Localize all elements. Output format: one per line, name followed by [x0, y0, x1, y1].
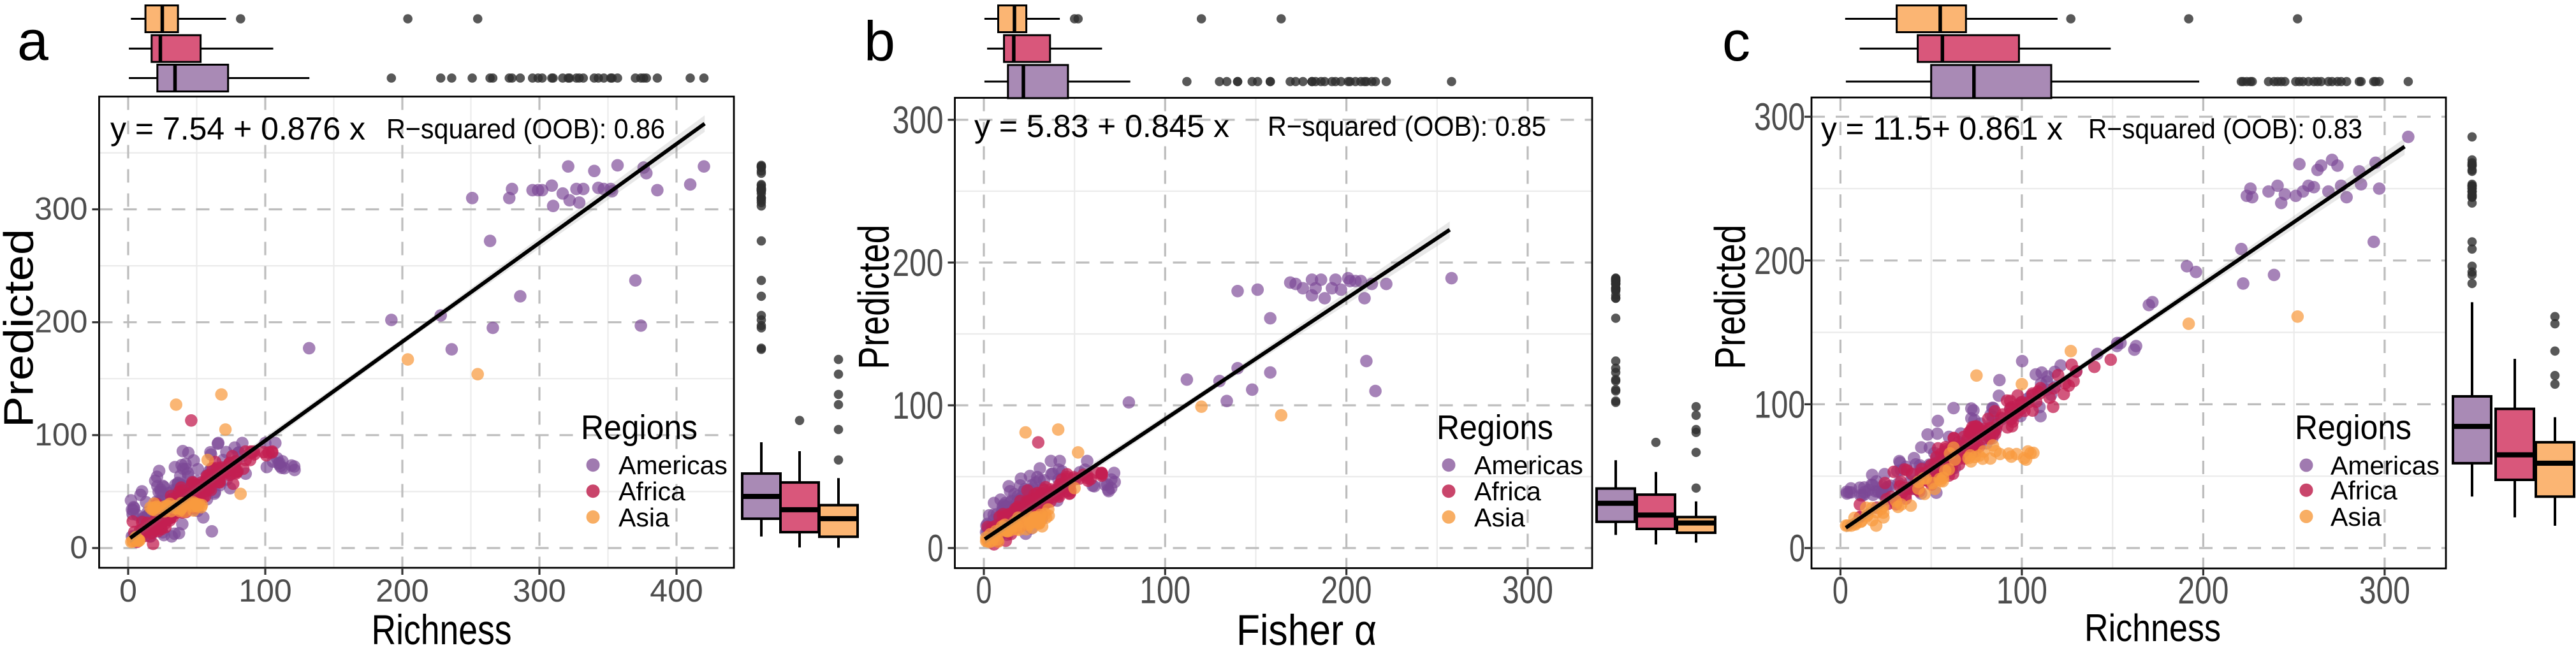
svg-text:c: c: [1722, 10, 1750, 73]
svg-text:Asia: Asia: [2331, 502, 2382, 531]
svg-text:200: 200: [893, 242, 944, 284]
svg-text:Africa: Africa: [1474, 477, 1541, 506]
svg-text:Americas: Americas: [1474, 451, 1583, 480]
svg-text:R−squared (OOB): 0.85: R−squared (OOB): 0.85: [1268, 111, 1546, 142]
svg-text:y = 5.83 + 0.845 x: y = 5.83 + 0.845 x: [974, 108, 1229, 144]
svg-text:0: 0: [1789, 527, 1805, 570]
svg-text:0: 0: [976, 569, 992, 612]
svg-text:Africa: Africa: [2331, 476, 2397, 505]
svg-text:100: 100: [34, 417, 87, 452]
svg-text:300: 300: [513, 573, 566, 609]
svg-text:y = 11.5+ 0.861 x: y = 11.5+ 0.861 x: [1821, 111, 2063, 147]
svg-text:300: 300: [1502, 569, 1553, 612]
svg-text:100: 100: [1996, 569, 2047, 612]
svg-text:Richness: Richness: [372, 606, 512, 650]
svg-text:100: 100: [893, 384, 944, 427]
svg-text:0: 0: [928, 527, 944, 570]
svg-text:100: 100: [1754, 383, 1805, 426]
svg-text:Predicted: Predicted: [0, 229, 42, 428]
svg-text:Americas: Americas: [618, 451, 728, 480]
svg-text:b: b: [864, 10, 895, 73]
svg-text:Regions: Regions: [2295, 408, 2411, 447]
svg-text:200: 200: [1321, 569, 1372, 612]
svg-text:100: 100: [1139, 569, 1190, 612]
svg-text:Predicted: Predicted: [1706, 225, 1755, 370]
svg-text:Asia: Asia: [618, 503, 670, 532]
svg-text:R−squared (OOB): 0.83: R−squared (OOB): 0.83: [2088, 113, 2362, 145]
svg-text:100: 100: [238, 573, 291, 609]
svg-text:300: 300: [2359, 569, 2410, 612]
svg-text:Richness: Richness: [2084, 607, 2221, 649]
svg-text:300: 300: [34, 191, 87, 227]
svg-text:200: 200: [1754, 240, 1805, 282]
svg-text:0: 0: [70, 530, 88, 565]
svg-text:200: 200: [34, 304, 87, 340]
svg-text:Americas: Americas: [2331, 451, 2440, 480]
svg-text:Regions: Regions: [581, 408, 698, 447]
svg-text:Fisher α: Fisher α: [1236, 606, 1377, 650]
svg-text:R−squared (OOB): 0.86: R−squared (OOB): 0.86: [386, 113, 665, 145]
svg-text:Africa: Africa: [618, 477, 685, 506]
svg-text:Regions: Regions: [1437, 408, 1553, 447]
svg-text:200: 200: [2177, 569, 2228, 612]
svg-text:300: 300: [893, 99, 944, 141]
svg-text:400: 400: [650, 573, 703, 609]
svg-text:a: a: [17, 9, 48, 72]
svg-text:y = 7.54 + 0.876 x: y = 7.54 + 0.876 x: [110, 111, 365, 147]
svg-text:200: 200: [376, 573, 428, 609]
svg-text:0: 0: [1833, 569, 1848, 612]
svg-text:300: 300: [1754, 96, 1805, 138]
svg-text:Predicted: Predicted: [850, 225, 898, 370]
svg-text:Asia: Asia: [1474, 503, 1525, 532]
svg-text:0: 0: [119, 573, 137, 609]
